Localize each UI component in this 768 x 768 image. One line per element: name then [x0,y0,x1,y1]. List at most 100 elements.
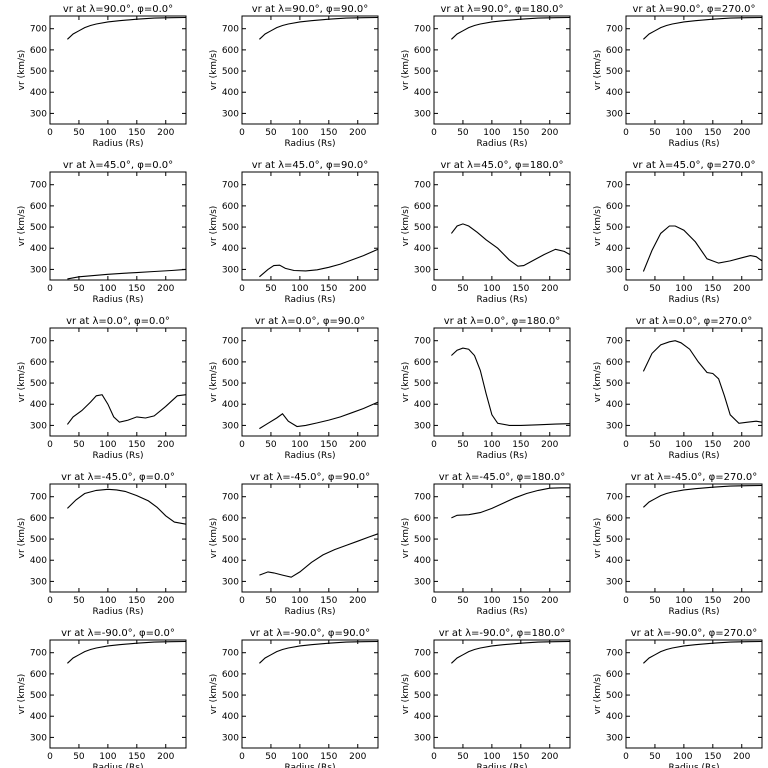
plot-frame [625,639,763,749]
x-tick-label: 150 [320,284,337,294]
plot-frame [49,171,187,281]
y-axis-label: vr (km/s) [593,518,603,559]
x-tick-label: 150 [128,440,145,450]
y-tick-label: 600 [30,46,47,56]
x-tick-label: 200 [349,596,366,606]
panel-14: vr at λ=-45.0°, φ=90.0° 0 50 100 150 200 300 40… [209,472,379,617]
y-axis-label: vr (km/s) [401,518,411,559]
panel-5: vr at λ=45.0°, φ=0.0° 0 50 100 150 200 300 400 5… [17,160,187,305]
y-tick-label: 300 [606,109,623,119]
panel-title: vr at λ=-90.0°, φ=90.0° [250,628,370,639]
x-tick-label: 150 [704,284,721,294]
x-axis-label: Radius (Rs) [92,607,143,617]
x-tick-label: 100 [291,128,308,138]
y-axis-label: vr (km/s) [401,362,411,403]
x-tick-label: 50 [649,752,661,762]
x-tick-label: 0 [623,440,629,450]
y-tick-label: 600 [414,202,431,212]
panel-title: vr at λ=-45.0°, φ=90.0° [250,472,370,483]
y-tick-label: 600 [30,358,47,368]
y-tick-label: 300 [414,577,431,587]
x-tick-label: 50 [649,596,661,606]
series-line [451,347,571,426]
y-tick-label: 600 [414,670,431,680]
y-tick-label: 500 [414,535,431,545]
y-tick-label: 700 [606,25,623,35]
y-tick-label: 700 [414,493,431,503]
x-tick-label: 200 [349,128,366,138]
x-tick-label: 100 [483,284,500,294]
series-line [450,223,571,267]
y-tick-label: 500 [30,379,47,389]
plot-frame [241,327,379,437]
series-line [451,640,571,664]
y-tick-label: 600 [222,202,239,212]
x-axis-label: Radius (Rs) [476,295,527,305]
y-tick-label: 400 [30,88,47,98]
x-axis-label: Radius (Rs) [92,295,143,305]
x-tick-label: 200 [733,596,750,606]
x-axis-label: Radius (Rs) [284,451,335,461]
y-axis-label: vr (km/s) [593,206,603,247]
x-tick-label: 0 [47,440,53,450]
y-tick-label: 400 [414,400,431,410]
panel-13: vr at λ=-45.0°, φ=0.0° 0 50 100 150 200 300 400… [17,472,187,617]
x-axis-label: Radius (Rs) [668,607,719,617]
y-tick-label: 700 [414,181,431,191]
panel-title: vr at λ=0.0°, φ=270.0° [636,316,753,327]
x-tick-label: 100 [675,596,692,606]
plot-frame [433,327,571,437]
x-tick-label: 50 [73,752,85,762]
y-axis-label: vr (km/s) [17,50,27,91]
y-tick-label: 500 [222,535,239,545]
x-tick-label: 150 [320,752,337,762]
x-tick-label: 0 [239,596,245,606]
x-tick-label: 50 [73,284,85,294]
x-tick-label: 150 [512,128,529,138]
x-tick-label: 100 [99,596,116,606]
x-tick-label: 100 [675,284,692,294]
x-tick-label: 0 [47,752,53,762]
y-tick-label: 400 [30,400,47,410]
x-tick-label: 100 [99,284,116,294]
y-tick-label: 300 [30,577,47,587]
y-tick-label: 400 [606,712,623,722]
y-tick-label: 300 [30,265,47,275]
plot-frame [433,639,571,749]
y-tick-label: 300 [222,577,239,587]
series-line [259,16,379,40]
y-tick-label: 700 [414,337,431,347]
x-tick-label: 200 [157,752,174,762]
y-tick-label: 600 [222,46,239,56]
x-tick-label: 150 [128,128,145,138]
plot-frame [625,15,763,125]
x-tick-label: 0 [239,284,245,294]
y-tick-label: 600 [414,46,431,56]
x-axis-label: Radius (Rs) [476,607,527,617]
x-tick-label: 0 [47,596,53,606]
x-tick-label: 100 [483,440,500,450]
y-tick-label: 400 [414,244,431,254]
y-tick-label: 700 [30,493,47,503]
plot-frame [49,639,187,749]
panel-title: vr at λ=45.0°, φ=0.0° [63,160,173,171]
y-tick-label: 500 [222,379,239,389]
x-tick-label: 0 [623,128,629,138]
y-tick-label: 300 [606,265,623,275]
panel-16: vr at λ=-45.0°, φ=270.0° 0 50 100 150 200 300 4… [593,472,763,617]
y-tick-label: 500 [414,379,431,389]
x-tick-label: 50 [265,284,277,294]
x-tick-label: 200 [541,284,558,294]
x-tick-label: 50 [649,128,661,138]
x-tick-label: 150 [512,596,529,606]
y-axis-label: vr (km/s) [593,362,603,403]
y-tick-label: 600 [414,514,431,524]
x-tick-label: 200 [733,752,750,762]
x-tick-label: 100 [483,752,500,762]
y-tick-label: 500 [30,223,47,233]
x-axis-label: Radius (Rs) [668,295,719,305]
y-axis-label: vr (km/s) [209,518,219,559]
y-tick-label: 700 [414,25,431,35]
y-tick-label: 300 [30,733,47,743]
y-tick-label: 700 [222,337,239,347]
